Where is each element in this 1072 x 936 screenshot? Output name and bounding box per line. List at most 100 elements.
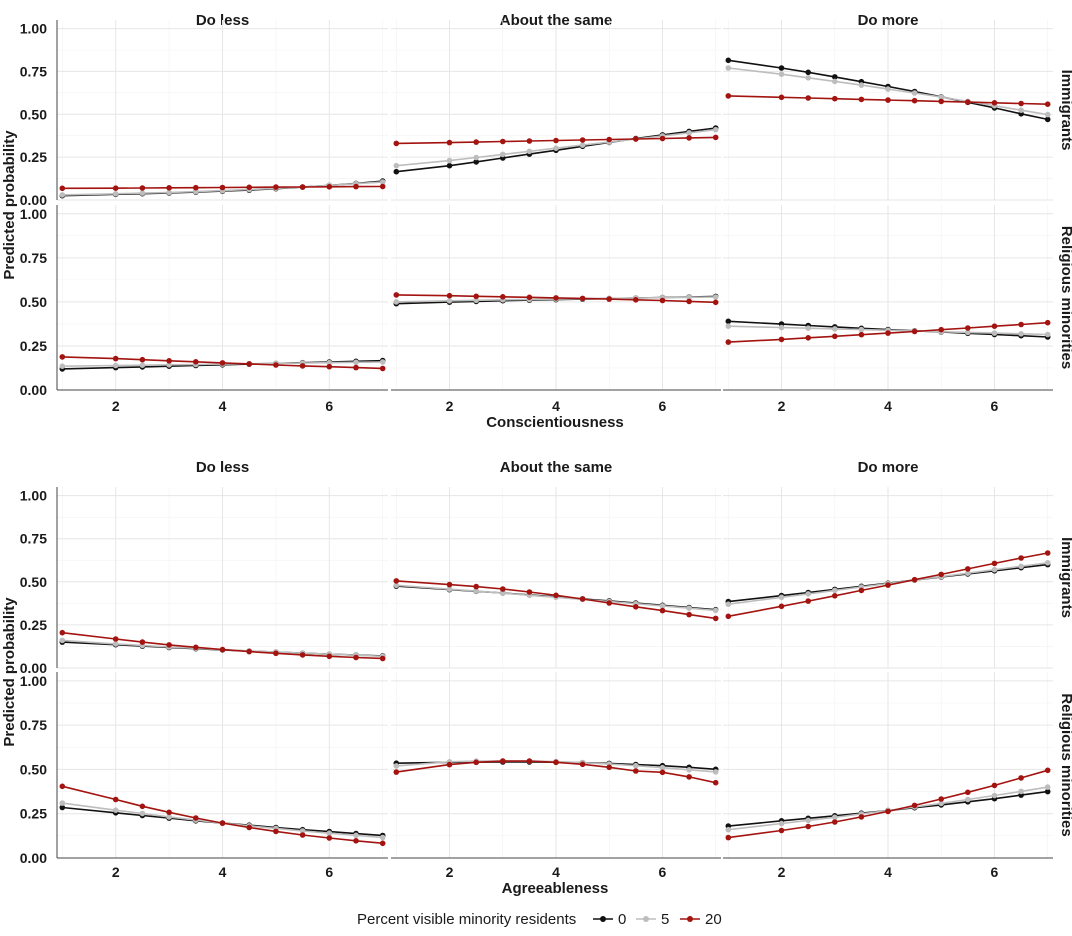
- data-point-5: [112, 641, 119, 647]
- data-point-20: [778, 603, 785, 610]
- data-point-20: [393, 292, 400, 298]
- x-tick-label: 4: [552, 398, 560, 414]
- data-point-20: [858, 331, 865, 338]
- y-tick-label: 0.50: [20, 106, 47, 122]
- legend-label-5: 5: [661, 911, 669, 928]
- data-point-20: [446, 581, 453, 588]
- data-point-5: [1044, 784, 1051, 790]
- data-point-5: [59, 192, 66, 198]
- series-line-20: [728, 95, 1048, 105]
- data-point-5: [553, 145, 559, 151]
- data-point-20: [725, 339, 732, 345]
- x-tick-label: 2: [778, 864, 786, 880]
- data-point-20: [166, 809, 172, 816]
- data-point-5: [1044, 331, 1051, 338]
- data-point-20: [858, 587, 865, 594]
- data-point-20: [805, 823, 811, 830]
- data-point-5: [805, 325, 811, 332]
- data-point-20: [326, 363, 333, 370]
- data-point-20: [246, 184, 252, 191]
- data-point-5: [299, 828, 306, 834]
- data-point-20: [686, 298, 692, 305]
- y-tick-label: 0.25: [20, 149, 47, 165]
- data-point-5: [965, 329, 971, 336]
- data-point-5: [379, 359, 386, 365]
- data-point-5: [778, 71, 785, 77]
- x-tick-label: 2: [112, 864, 120, 880]
- data-point-20: [686, 611, 692, 618]
- data-point-5: [139, 810, 146, 817]
- data-point-20: [991, 100, 998, 106]
- data-point-20: [553, 759, 559, 766]
- data-point-5: [112, 362, 119, 369]
- data-point-5: [500, 151, 506, 158]
- data-point-5: [446, 157, 453, 164]
- data-point-20: [112, 185, 119, 191]
- data-point-20: [246, 648, 252, 655]
- series-line-20: [62, 185, 383, 190]
- legend-key-5: 5: [636, 911, 669, 928]
- data-point-20: [885, 97, 891, 103]
- data-point-5: [326, 359, 333, 366]
- data-point-5: [832, 78, 838, 85]
- data-point-5: [526, 148, 533, 155]
- series-line-5: [396, 760, 716, 773]
- row-strip-immigrants: Immigrants: [1058, 70, 1072, 151]
- data-point-20: [379, 365, 386, 372]
- data-point-20: [832, 593, 838, 599]
- series-line-5: [62, 181, 383, 196]
- series-line-5: [396, 584, 716, 612]
- data-point-5: [446, 298, 453, 304]
- data-point-20: [686, 774, 692, 780]
- data-point-20: [1044, 319, 1051, 326]
- y-tick-label: 1.00: [20, 488, 47, 504]
- data-point-20: [778, 94, 785, 101]
- data-point-20: [579, 137, 586, 143]
- data-point-5: [778, 324, 785, 331]
- column-strip-do-less: Do less: [196, 459, 249, 476]
- data-point-5: [991, 792, 998, 799]
- y-axis-title: Predicted probability: [1, 130, 18, 280]
- legend-key-point-20: [687, 916, 693, 922]
- data-point-20: [911, 97, 918, 104]
- data-point-20: [166, 185, 172, 191]
- data-point-5: [938, 800, 944, 807]
- data-point-20: [393, 769, 400, 775]
- data-point-5: [393, 162, 400, 169]
- data-point-5: [446, 586, 453, 592]
- legend-key-point-5: [643, 916, 649, 922]
- series-line-20: [728, 552, 1048, 618]
- data-point-20: [553, 592, 559, 599]
- data-point-20: [273, 828, 279, 835]
- data-point-20: [633, 297, 639, 303]
- data-point-20: [139, 803, 146, 810]
- data-point-5: [712, 607, 719, 614]
- data-point-5: [579, 142, 586, 148]
- data-point-20: [805, 335, 811, 341]
- data-point-20: [633, 768, 639, 774]
- data-point-20: [938, 796, 944, 802]
- data-point-5: [59, 637, 66, 644]
- data-point-20: [353, 838, 359, 844]
- series-line-5: [728, 325, 1048, 336]
- data-point-20: [139, 639, 146, 645]
- y-tick-label: 0.75: [20, 531, 47, 547]
- x-tick-label: 6: [325, 864, 333, 880]
- data-point-0: [725, 318, 732, 325]
- data-point-20: [659, 297, 666, 304]
- data-point-20: [885, 330, 891, 336]
- data-point-20: [712, 779, 719, 786]
- data-point-5: [805, 591, 811, 597]
- data-point-20: [526, 138, 533, 144]
- data-point-20: [858, 814, 865, 820]
- data-point-20: [686, 135, 692, 141]
- data-point-5: [166, 362, 172, 368]
- x-axis-title: Conscientiousness: [486, 414, 624, 431]
- data-point-5: [725, 65, 732, 71]
- series-line-5: [62, 802, 383, 839]
- y-tick-label: 1.00: [20, 206, 47, 222]
- data-point-5: [393, 582, 400, 589]
- data-point-20: [353, 364, 359, 371]
- data-point-5: [393, 299, 400, 305]
- x-tick-label: 4: [884, 864, 892, 880]
